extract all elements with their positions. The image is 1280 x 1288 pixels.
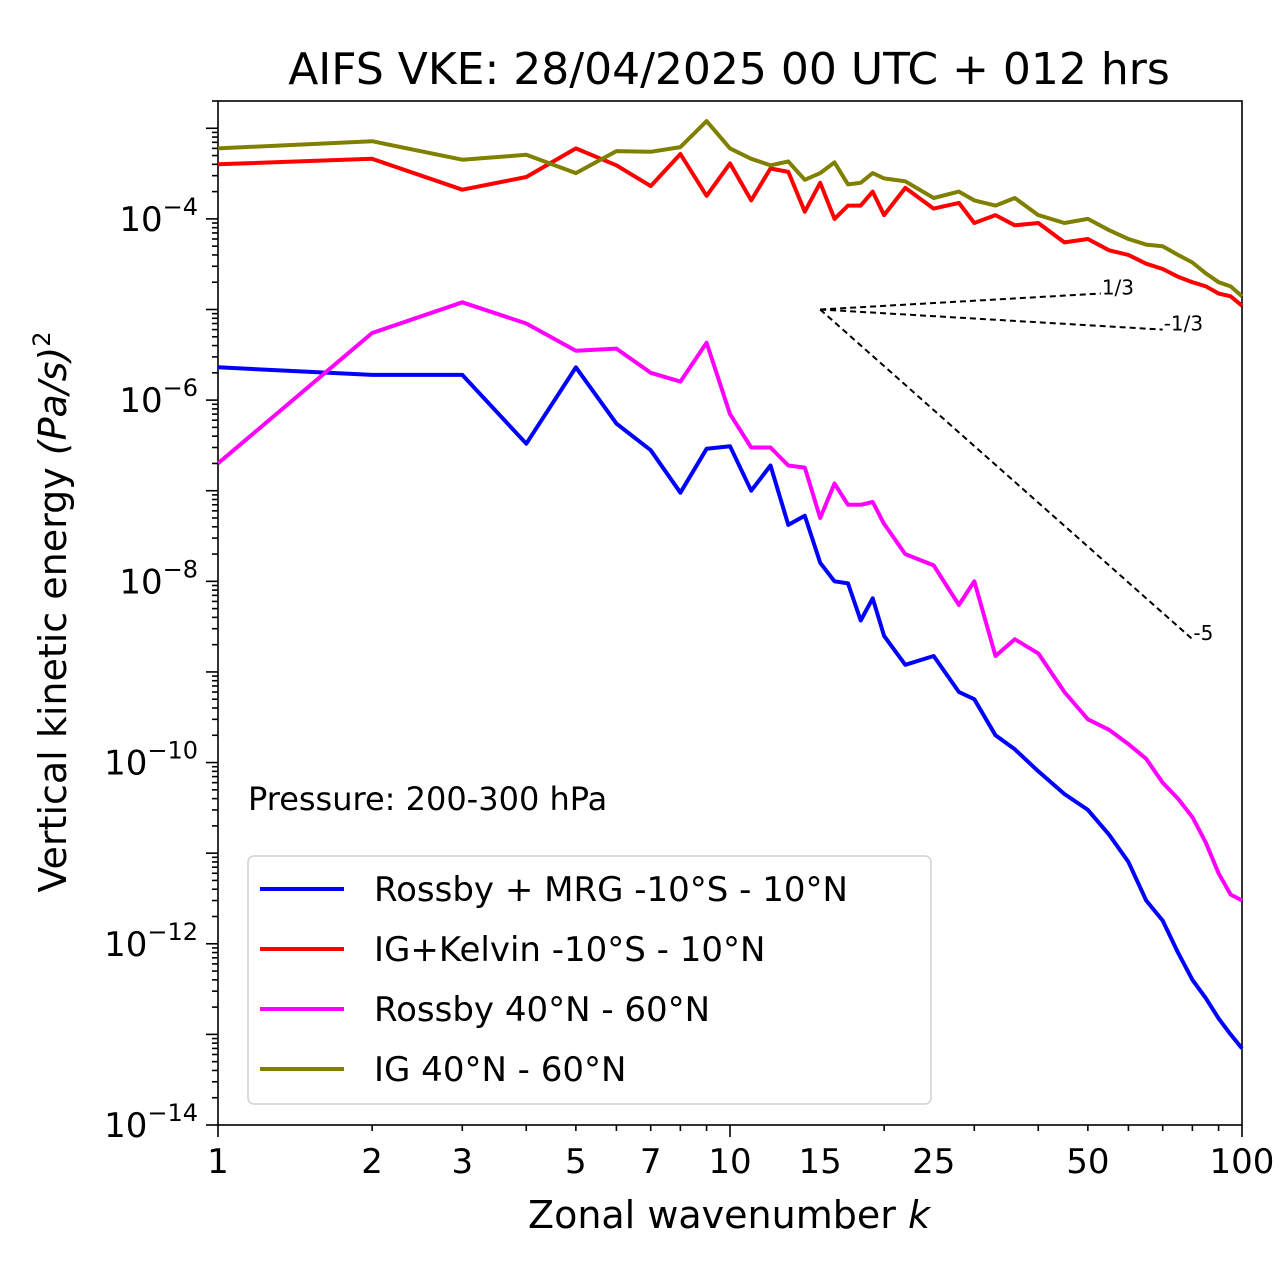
y-axis-label: Vertical kinetic energy (Pa/s)2 [28, 331, 75, 892]
series-line-2 [217, 146, 1244, 308]
x-axis-label: Zonal wavenumber k [528, 1193, 932, 1237]
y-tick-label: 10−10 [104, 737, 198, 784]
series-layer [216, 119, 1244, 1050]
series-line-1 [217, 365, 1244, 1050]
y-tick-label: 10−14 [104, 1099, 198, 1146]
legend-label-1: Rossby + MRG -10°S - 10°N [374, 870, 848, 910]
y-axis-ticks: 10−4 10−6 10−8 10−10 10−12 10−14 [104, 100, 218, 1146]
y-axis-label-unit: (Pa/s) [31, 347, 75, 455]
x-tick-label: 2 [361, 1142, 383, 1182]
x-tick-label: 5 [565, 1142, 587, 1182]
x-axis-label-var: k [908, 1193, 932, 1237]
slope-line-2 [820, 308, 1163, 331]
x-tick-label: 7 [640, 1142, 662, 1182]
slope-label-3: -5 [1193, 621, 1213, 645]
slope-label-1: 1/3 [1102, 276, 1134, 300]
legend: Rossby + MRG -10°S - 10°N IG+Kelvin -10°S… [247, 855, 932, 1105]
y-axis-label-text: Vertical kinetic energy [31, 467, 75, 892]
x-tick-label: 50 [1066, 1142, 1109, 1182]
x-tick-label: 3 [451, 1142, 473, 1182]
series-line-4 [217, 119, 1244, 298]
legend-items: Rossby + MRG -10°S - 10°N IG+Kelvin -10°S… [260, 870, 848, 1090]
x-tick-label: 1 [207, 1142, 229, 1182]
reference-slope-lines: 1/3 -1/3 -5 [819, 276, 1213, 645]
y-tick-label: 10−4 [119, 193, 198, 240]
series-line-3 [216, 300, 1243, 903]
y-axis-label-exponent: 2 [28, 331, 56, 346]
legend-box [247, 855, 932, 1105]
legend-label-4: IG 40°N - 60°N [374, 1050, 626, 1090]
x-tick-label: 15 [799, 1142, 842, 1182]
y-tick-label: 10−12 [104, 918, 198, 965]
slope-label-2: -1/3 [1164, 312, 1203, 336]
y-tick-label: 10−6 [119, 374, 198, 421]
y-tick-label: 10−8 [119, 555, 198, 602]
legend-label-3: Rossby 40°N - 60°N [374, 990, 710, 1030]
legend-label-2: IG+Kelvin -10°S - 10°N [374, 930, 765, 970]
x-tick-label: 25 [912, 1142, 955, 1182]
x-tick-label: 100 [1210, 1142, 1275, 1182]
slope-line-3 [819, 308, 1194, 640]
x-tick-label: 10 [708, 1142, 751, 1182]
chart-title: AIFS VKE: 28/04/2025 00 UTC + 012 hrs [288, 44, 1170, 95]
x-axis-ticks: 1 2 3 5 7 10 15 25 50 100 [207, 1125, 1274, 1182]
x-axis-label-text: Zonal wavenumber [528, 1193, 896, 1237]
pressure-annotation: Pressure: 200-300 hPa [248, 780, 607, 818]
slope-line-1 [820, 292, 1101, 311]
